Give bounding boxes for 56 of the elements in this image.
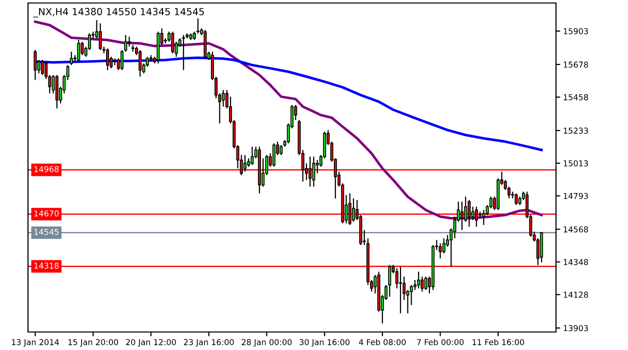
x-tick-label: 30 Jan 16:00 bbox=[300, 339, 350, 347]
y-tick-label: 14568 bbox=[564, 226, 588, 232]
ref-line-label: 14318 bbox=[34, 262, 59, 269]
candlestick bbox=[106, 48, 110, 71]
candlestick bbox=[171, 31, 174, 54]
ref-line-label: 14670 bbox=[34, 210, 59, 216]
line-series bbox=[34, 20, 543, 220]
candlestick bbox=[70, 51, 73, 66]
x-tick-label: 13 Jan 2014 bbox=[12, 339, 59, 347]
candlestick bbox=[77, 39, 80, 62]
candlestick bbox=[113, 58, 116, 66]
candlestick bbox=[388, 264, 392, 298]
y-tick-label: 13903 bbox=[564, 325, 588, 332]
candlestick bbox=[182, 34, 186, 71]
candlestick bbox=[34, 50, 37, 81]
candlestick bbox=[352, 198, 355, 222]
x-tick-label: 20 Jan 12:00 bbox=[126, 339, 176, 347]
x-tick-label: 15 Jan 20:00 bbox=[68, 339, 118, 347]
chart-title: _NX,H4 14380 14550 14345 14545 bbox=[33, 8, 204, 18]
candlestick bbox=[424, 276, 428, 291]
candlestick bbox=[438, 242, 442, 259]
x-tick-label: 11 Feb 16:00 bbox=[472, 338, 524, 346]
x-tick-label: 28 Jan 00:00 bbox=[242, 339, 292, 347]
x-tick-label: 7 Feb 00:00 bbox=[417, 338, 464, 346]
x-tick-label: 23 Jan 16:00 bbox=[184, 339, 234, 347]
candlestick bbox=[460, 201, 464, 231]
candlestick bbox=[272, 142, 276, 168]
candlestick bbox=[308, 156, 312, 188]
candlestick bbox=[417, 271, 420, 289]
candlestick bbox=[243, 154, 246, 172]
candlestick bbox=[312, 156, 316, 188]
ref-line-label: 14968 bbox=[34, 166, 59, 172]
y-tick-label: 15013 bbox=[564, 160, 588, 166]
candlestick bbox=[138, 50, 142, 78]
candlestick bbox=[250, 146, 254, 166]
y-tick-label: 14128 bbox=[564, 292, 588, 298]
candlestick bbox=[280, 144, 283, 156]
candlestick bbox=[222, 89, 225, 108]
candlestick bbox=[474, 206, 478, 228]
candlestick bbox=[482, 209, 486, 226]
ref-line-label: 14545 bbox=[34, 229, 58, 236]
y-tick-label: 14348 bbox=[564, 259, 588, 266]
y-tick-label: 15903 bbox=[564, 28, 588, 34]
y-tick-label: 15458 bbox=[564, 94, 588, 100]
candlestick bbox=[98, 22, 102, 51]
y-tick-label: 15233 bbox=[564, 128, 588, 134]
candlestick bbox=[514, 192, 518, 206]
candlestick bbox=[468, 199, 471, 228]
candlestick bbox=[348, 192, 352, 226]
candlestick bbox=[40, 59, 44, 76]
candlestick bbox=[55, 74, 58, 109]
x-tick-label: 4 Feb 08:00 bbox=[358, 338, 406, 346]
candlestick bbox=[398, 266, 402, 314]
y-tick-label: 14793 bbox=[564, 192, 588, 200]
candlestick bbox=[128, 36, 131, 48]
y-tick-label: 15678 bbox=[564, 62, 588, 68]
